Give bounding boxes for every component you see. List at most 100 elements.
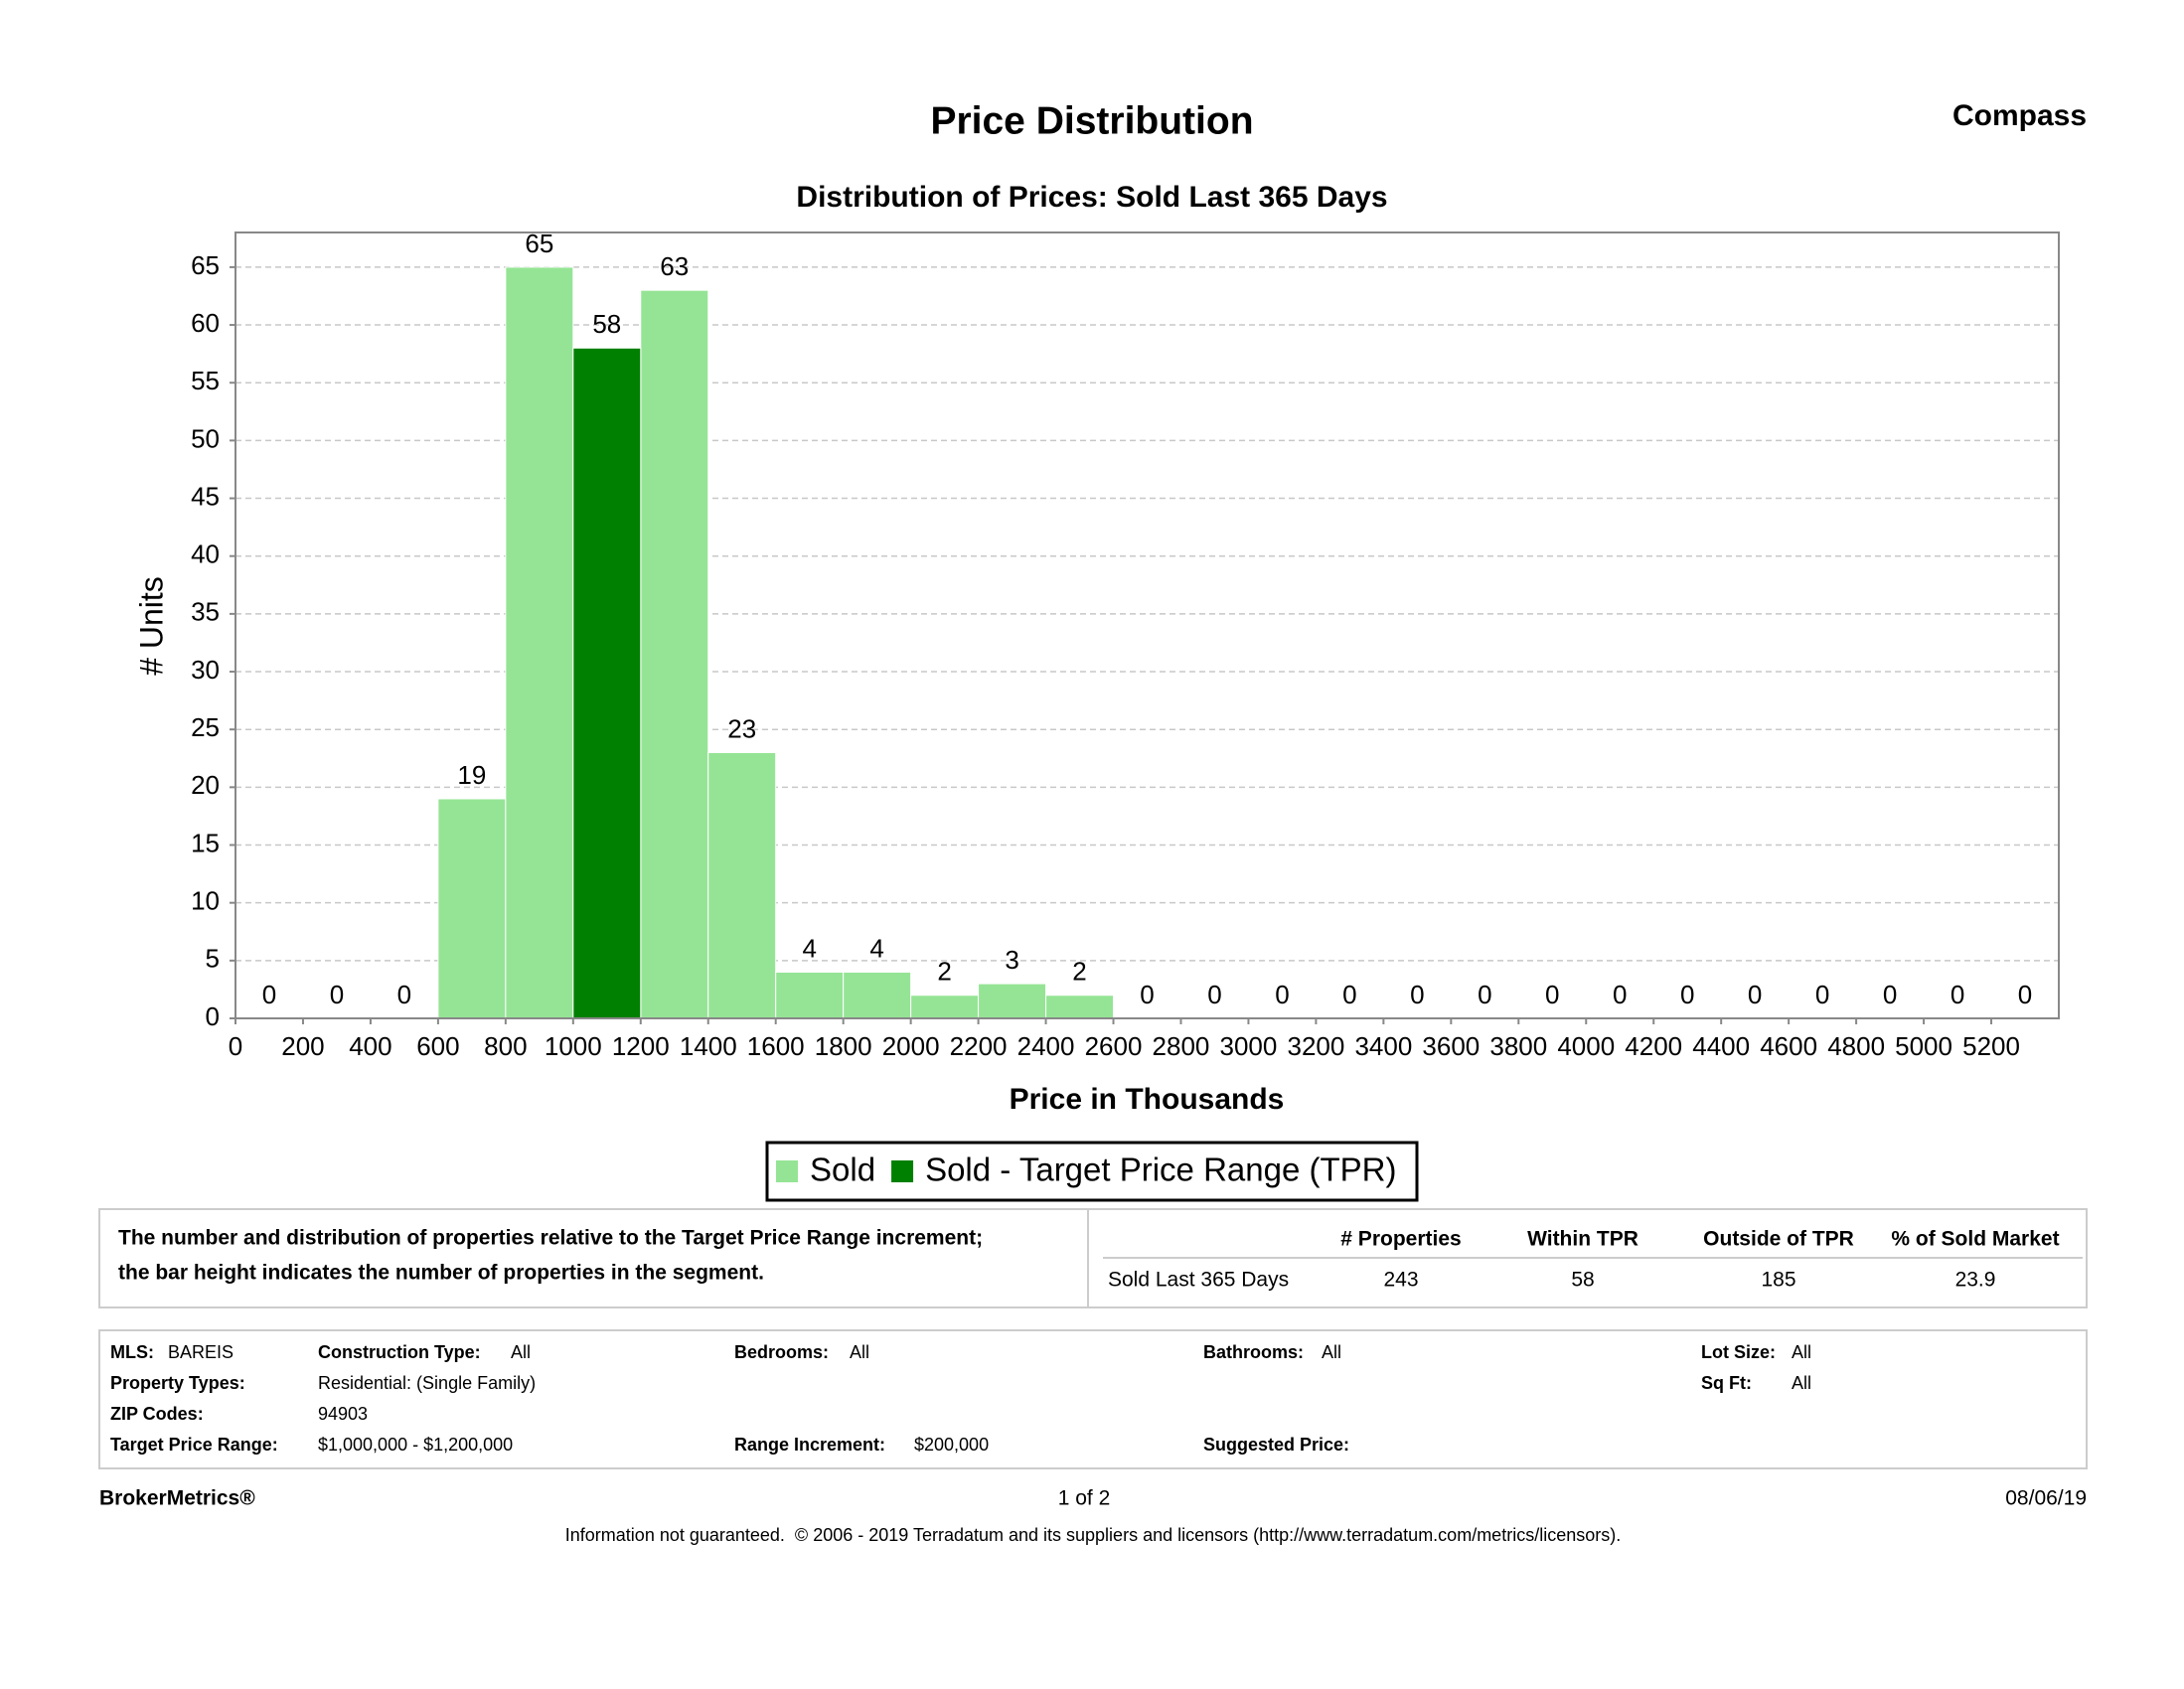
- bar: [437, 798, 507, 1019]
- value: $1,000,000 - $1,200,000: [318, 1435, 513, 1455]
- plot-frame: [234, 231, 2060, 1019]
- value-label: 4: [802, 933, 816, 963]
- value-label: 4: [869, 933, 883, 963]
- value-label: 0: [1748, 980, 1762, 1009]
- label: Lot Size:: [1701, 1342, 1776, 1362]
- y-tick-label: 0: [206, 1001, 220, 1031]
- footer-left: BrokerMetrics®: [99, 1487, 255, 1510]
- label: Range Increment:: [734, 1435, 885, 1455]
- x-tick-label: 0: [229, 1031, 242, 1061]
- value-label: 19: [457, 760, 486, 790]
- column-header: Within TPR: [1527, 1228, 1638, 1251]
- label: Property Types:: [110, 1373, 245, 1393]
- value-label: 0: [1207, 980, 1221, 1009]
- x-tick-label: 2600: [1085, 1031, 1143, 1061]
- value-label: 0: [1883, 980, 1897, 1009]
- y-tick-label: 65: [191, 250, 220, 280]
- bar: [1045, 995, 1115, 1019]
- bar: [843, 971, 912, 1019]
- x-tick-label: 1000: [545, 1031, 602, 1061]
- value-label: 58: [592, 309, 621, 339]
- value-label: 0: [1410, 980, 1424, 1009]
- y-tick-label: 60: [191, 308, 220, 338]
- value-label: 0: [1342, 980, 1356, 1009]
- bar: [707, 751, 777, 1019]
- value-label: 0: [1815, 980, 1829, 1009]
- label: ZIP Codes:: [110, 1404, 204, 1424]
- column-header: # Properties: [1340, 1228, 1461, 1251]
- y-tick-label: 20: [191, 770, 220, 800]
- label: Construction Type:: [318, 1342, 481, 1362]
- value-label: 2: [937, 957, 951, 987]
- footer-date: 08/06/19: [2005, 1487, 2087, 1510]
- cell: 185: [1761, 1269, 1795, 1292]
- criteria-box: [98, 1329, 2088, 1469]
- value-label: 63: [660, 251, 689, 281]
- value-label: 0: [330, 980, 344, 1009]
- value-label: 0: [1545, 980, 1559, 1009]
- x-tick-label: 5000: [1895, 1031, 1952, 1061]
- criteria: MLS: BAREIS Construction Type: All Bedro…: [110, 1342, 1811, 1455]
- x-tick-label: 4000: [1557, 1031, 1615, 1061]
- cell: 23.9: [1955, 1269, 1996, 1292]
- brand: Compass: [1952, 99, 2087, 132]
- x-tick-label: 800: [484, 1031, 527, 1061]
- value-label: 0: [1950, 980, 1964, 1009]
- x-tick-label: 4600: [1760, 1031, 1817, 1061]
- y-tick-label: 50: [191, 423, 220, 453]
- value: $200,000: [914, 1435, 989, 1455]
- y-tick-label: 5: [206, 944, 220, 974]
- value: Residential: (Single Family): [318, 1373, 536, 1393]
- bar: [910, 995, 980, 1019]
- value: BAREIS: [168, 1342, 234, 1362]
- x-tick-label: 4400: [1692, 1031, 1750, 1061]
- x-tick-label: 2200: [950, 1031, 1008, 1061]
- bar: [978, 983, 1047, 1019]
- x-tick-label: 4200: [1625, 1031, 1682, 1061]
- x-tick-label: 1400: [680, 1031, 737, 1061]
- label: Target Price Range:: [110, 1435, 278, 1455]
- legend: Sold Sold - Target Price Range (TPR): [776, 1152, 1396, 1188]
- x-tick-label: 3200: [1287, 1031, 1344, 1061]
- y-tick-label: 40: [191, 539, 220, 569]
- bar: [572, 347, 642, 1019]
- value: All: [1792, 1342, 1811, 1362]
- legend-label: Sold - Target Price Range (TPR): [925, 1152, 1396, 1188]
- x-axis-label: Price in Thousands: [1010, 1083, 1285, 1116]
- x-tick-label: 400: [349, 1031, 391, 1061]
- bar: [775, 971, 845, 1019]
- cell: 58: [1571, 1269, 1594, 1292]
- x-tick-label: 3600: [1422, 1031, 1480, 1061]
- value: All: [850, 1342, 869, 1362]
- value-label: 0: [1275, 980, 1289, 1009]
- legend-box: [765, 1141, 1419, 1202]
- value: All: [1322, 1342, 1341, 1362]
- value-label: 0: [262, 980, 276, 1009]
- y-tick-label: 35: [191, 597, 220, 627]
- bar: [640, 289, 709, 1019]
- value-label: 0: [2018, 980, 2032, 1009]
- y-tick-label: 30: [191, 655, 220, 685]
- value-label: 23: [727, 713, 756, 743]
- legend-swatch: [891, 1160, 914, 1182]
- label: Sq Ft:: [1701, 1373, 1752, 1393]
- description: the bar height indicates the number of p…: [118, 1262, 764, 1285]
- x-tick-label: 2000: [882, 1031, 940, 1061]
- bar: [505, 266, 574, 1019]
- description: The number and distribution of propertie…: [118, 1227, 983, 1250]
- value-label: 3: [1005, 945, 1018, 975]
- column-header: Outside of TPR: [1703, 1228, 1854, 1251]
- x-tick-label: 2400: [1017, 1031, 1075, 1061]
- notice: Information not guaranteed. © 2006 - 201…: [565, 1525, 1621, 1545]
- value: 94903: [318, 1404, 368, 1424]
- x-tick-label: 3800: [1489, 1031, 1547, 1061]
- label: MLS:: [110, 1342, 154, 1362]
- summary-box: [98, 1208, 2088, 1308]
- value-label: 0: [1613, 980, 1627, 1009]
- value-label: 0: [1478, 980, 1491, 1009]
- x-tick-label: 200: [281, 1031, 324, 1061]
- x-tick-label: 3400: [1354, 1031, 1412, 1061]
- x-tick-label: 5200: [1962, 1031, 2020, 1061]
